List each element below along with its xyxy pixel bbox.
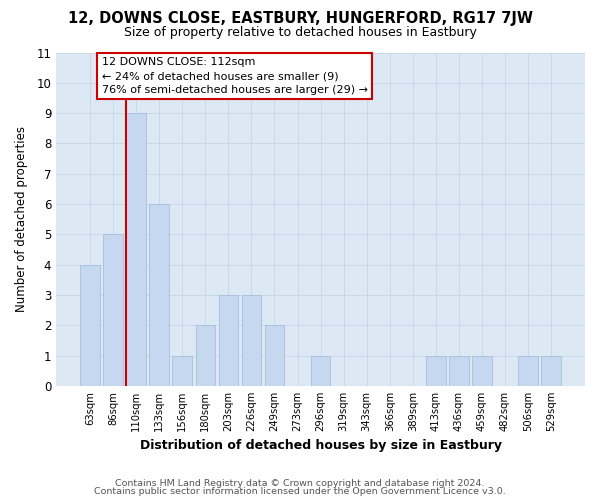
Text: Contains HM Land Registry data © Crown copyright and database right 2024.: Contains HM Land Registry data © Crown c… [115, 478, 485, 488]
Bar [311, 356, 331, 386]
Text: 12, DOWNS CLOSE, EASTBURY, HUNGERFORD, RG17 7JW: 12, DOWNS CLOSE, EASTBURY, HUNGERFORD, R… [67, 11, 533, 26]
Bar [472, 356, 492, 386]
Bar [518, 356, 538, 386]
Bar [149, 204, 169, 386]
X-axis label: Distribution of detached houses by size in Eastbury: Distribution of detached houses by size … [140, 440, 502, 452]
Bar [265, 326, 284, 386]
Bar [172, 356, 192, 386]
Bar [449, 356, 469, 386]
Text: 12 DOWNS CLOSE: 112sqm
← 24% of detached houses are smaller (9)
76% of semi-deta: 12 DOWNS CLOSE: 112sqm ← 24% of detached… [101, 57, 368, 95]
Bar [218, 295, 238, 386]
Text: Size of property relative to detached houses in Eastbury: Size of property relative to detached ho… [124, 26, 476, 39]
Bar [541, 356, 561, 386]
Bar [127, 113, 146, 386]
Bar [196, 326, 215, 386]
Text: Contains public sector information licensed under the Open Government Licence v3: Contains public sector information licen… [94, 487, 506, 496]
Bar [80, 264, 100, 386]
Bar [242, 295, 261, 386]
Bar [103, 234, 123, 386]
Bar [426, 356, 446, 386]
Y-axis label: Number of detached properties: Number of detached properties [15, 126, 28, 312]
